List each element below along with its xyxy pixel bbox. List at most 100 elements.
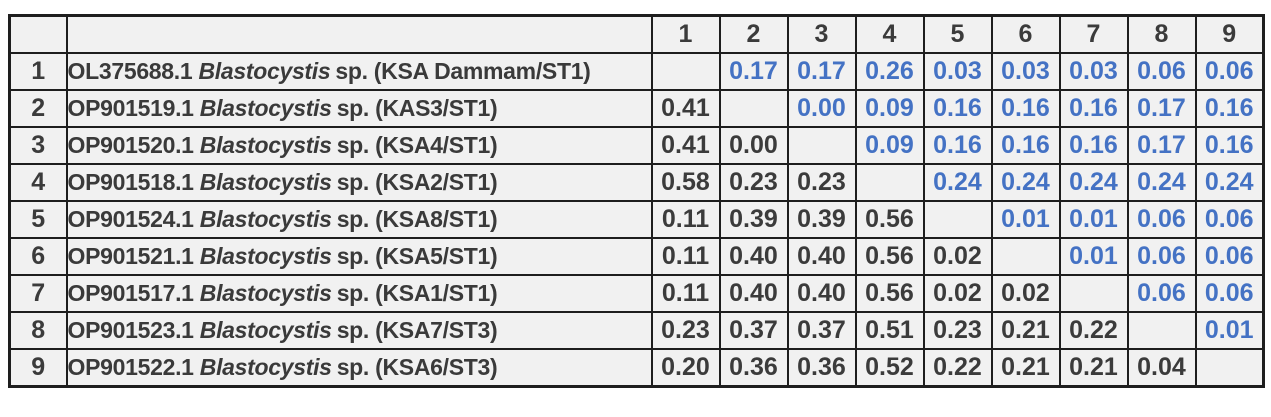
accession-text: OP901518.1 xyxy=(67,169,200,195)
accession-text: OP901517.1 xyxy=(67,280,200,306)
label-rest-text: sp. (KSA5/ST1) xyxy=(336,243,498,269)
distance-cell: 0.51 xyxy=(854,311,925,350)
distance-cell: 0.01 xyxy=(1058,200,1129,239)
row-number-cell: 7 xyxy=(8,274,68,313)
row-number-cell: 3 xyxy=(8,126,68,165)
label-rest-text: sp. (KSA6/ST3) xyxy=(336,354,498,380)
distance-cell: 0.23 xyxy=(786,163,857,202)
distance-cell: 0.36 xyxy=(718,348,789,388)
table-row: 5 OP901524.1 Blastocystis sp. (KSA8/ST1) 0.… xyxy=(8,200,1265,239)
genus-italic-text: Blastocystis xyxy=(198,58,331,84)
distance-cell: 0.56 xyxy=(854,274,925,313)
distance-cell: 0.40 xyxy=(786,237,857,276)
accession-text: OP901521.1 xyxy=(67,243,200,269)
taxon-label-cell: OP901518.1 Blastocystis sp. (KSA2/ST1) xyxy=(65,163,653,202)
table-row: 2 OP901519.1 Blastocystis sp. (KAS3/ST1) 0.… xyxy=(8,89,1265,128)
distance-cell: 0.22 xyxy=(1058,311,1129,350)
distance-cell: 0.11 xyxy=(650,237,721,276)
distance-cell: 0.06 xyxy=(1126,52,1197,91)
distance-cell: 0.56 xyxy=(854,200,925,239)
distance-cell: 0.06 xyxy=(1194,274,1265,313)
distance-cell: 0.17 xyxy=(1126,89,1197,128)
distance-cell: 0.11 xyxy=(650,274,721,313)
column-header-cell: 6 xyxy=(990,14,1061,54)
column-header-cell: 7 xyxy=(1058,14,1129,54)
distance-cell: 0.22 xyxy=(922,348,993,388)
distance-cell: 0.17 xyxy=(786,52,857,91)
column-header-cell: 1 xyxy=(650,14,721,54)
genus-italic-text: Blastocystis xyxy=(199,206,332,232)
distance-cell: 0.00 xyxy=(718,126,789,165)
column-header-cell: 3 xyxy=(786,14,857,54)
label-rest-text: sp. (KSA Dammam/ST1) xyxy=(335,58,591,84)
distance-cell: 0.02 xyxy=(922,274,993,313)
row-number-cell: 4 xyxy=(8,163,68,202)
distance-cell: 0.23 xyxy=(718,163,789,202)
distance-cell: 0.06 xyxy=(1126,200,1197,239)
accession-text: OP901524.1 xyxy=(67,206,200,232)
distance-cell: 0.17 xyxy=(1126,126,1197,165)
distance-cell: 0.24 xyxy=(990,163,1061,202)
distance-cell: 0.26 xyxy=(854,52,925,91)
distance-cell: 0.41 xyxy=(650,126,721,165)
distance-cell: 0.24 xyxy=(1058,163,1129,202)
diagonal-cell xyxy=(718,89,789,128)
distance-cell: 0.40 xyxy=(786,274,857,313)
diagonal-cell xyxy=(1194,348,1265,388)
column-header-cell: 5 xyxy=(922,14,993,54)
distance-cell: 0.21 xyxy=(990,311,1061,350)
distance-cell: 0.16 xyxy=(990,126,1061,165)
row-number-cell: 8 xyxy=(8,311,68,350)
genus-italic-text: Blastocystis xyxy=(199,280,332,306)
accession-text: OL375688.1 xyxy=(67,58,199,84)
distance-cell: 0.16 xyxy=(990,89,1061,128)
row-number-cell: 1 xyxy=(8,52,68,91)
distance-cell: 0.58 xyxy=(650,163,721,202)
table-row: 7 OP901517.1 Blastocystis sp. (KSA1/ST1) 0.… xyxy=(8,274,1265,313)
row-number-cell: 9 xyxy=(8,348,68,388)
table-row: 6 OP901521.1 Blastocystis sp. (KSA5/ST1) 0.… xyxy=(8,237,1265,276)
taxon-label-cell: OP901520.1 Blastocystis sp. (KSA4/ST1) xyxy=(65,126,653,165)
genus-italic-text: Blastocystis xyxy=(199,169,332,195)
diagonal-cell xyxy=(1058,274,1129,313)
distance-cell: 0.56 xyxy=(854,237,925,276)
distance-cell: 0.52 xyxy=(854,348,925,388)
distance-cell: 0.23 xyxy=(650,311,721,350)
genus-italic-text: Blastocystis xyxy=(199,354,332,380)
label-rest-text: sp. (KSA8/ST1) xyxy=(336,206,498,232)
distance-cell: 0.36 xyxy=(786,348,857,388)
distance-cell: 0.03 xyxy=(990,52,1061,91)
label-rest-text: sp. (KSA4/ST1) xyxy=(336,132,498,158)
genus-italic-text: Blastocystis xyxy=(199,132,332,158)
taxon-label-cell: OP901519.1 Blastocystis sp. (KAS3/ST1) xyxy=(65,89,653,128)
taxon-label-cell: OP901524.1 Blastocystis sp. (KSA8/ST1) xyxy=(65,200,653,239)
distance-cell: 0.21 xyxy=(990,348,1061,388)
distance-cell: 0.06 xyxy=(1194,237,1265,276)
accession-text: OP901523.1 xyxy=(67,317,200,343)
diagonal-cell xyxy=(990,237,1061,276)
label-rest-text: sp. (KSA1/ST1) xyxy=(336,280,498,306)
distance-cell: 0.01 xyxy=(1194,311,1265,350)
distance-cell: 0.06 xyxy=(1126,274,1197,313)
distance-cell: 0.23 xyxy=(922,311,993,350)
distance-cell: 0.24 xyxy=(1194,163,1265,202)
distance-cell: 0.39 xyxy=(718,200,789,239)
diagonal-cell xyxy=(786,126,857,165)
distance-cell: 0.09 xyxy=(854,89,925,128)
taxon-label-cell: OL375688.1 Blastocystis sp. (KSA Dammam/S… xyxy=(65,52,653,91)
table-row: 8 OP901523.1 Blastocystis sp. (KSA7/ST3) 0.… xyxy=(8,311,1265,350)
distance-cell: 0.24 xyxy=(922,163,993,202)
distance-cell: 0.11 xyxy=(650,200,721,239)
diagonal-cell xyxy=(1126,311,1197,350)
table-row: 4 OP901518.1 Blastocystis sp. (KSA2/ST1) 0.… xyxy=(8,163,1265,202)
distance-cell: 0.09 xyxy=(854,126,925,165)
distance-cell: 0.03 xyxy=(1058,52,1129,91)
diagonal-cell xyxy=(922,200,993,239)
column-header-cell: 8 xyxy=(1126,14,1197,54)
distance-cell: 0.06 xyxy=(1126,237,1197,276)
diagonal-cell xyxy=(650,52,721,91)
distance-cell: 0.06 xyxy=(1194,52,1265,91)
table-row: 3 OP901520.1 Blastocystis sp. (KSA4/ST1) 0.… xyxy=(8,126,1265,165)
